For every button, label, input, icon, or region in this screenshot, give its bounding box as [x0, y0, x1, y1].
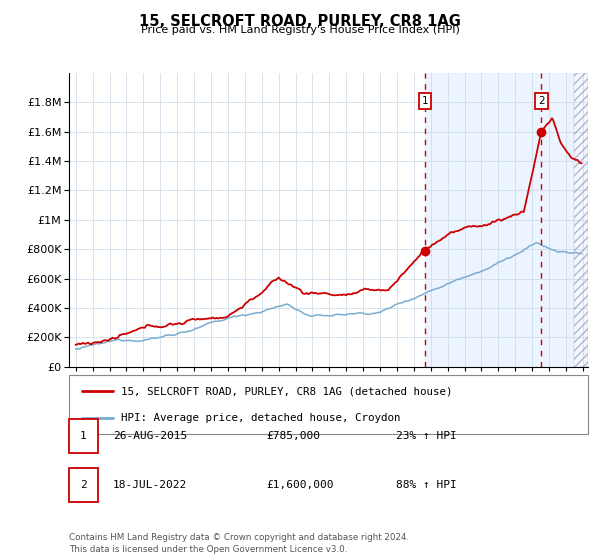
- Bar: [69, 468, 98, 502]
- Text: 15, SELCROFT ROAD, PURLEY, CR8 1AG: 15, SELCROFT ROAD, PURLEY, CR8 1AG: [139, 14, 461, 29]
- Text: HPI: Average price, detached house, Croydon: HPI: Average price, detached house, Croy…: [121, 413, 400, 423]
- Text: 18-JUL-2022: 18-JUL-2022: [113, 480, 187, 490]
- Text: Contains HM Land Registry data © Crown copyright and database right 2024.
This d: Contains HM Land Registry data © Crown c…: [69, 533, 409, 554]
- Text: 15, SELCROFT ROAD, PURLEY, CR8 1AG (detached house): 15, SELCROFT ROAD, PURLEY, CR8 1AG (deta…: [121, 386, 452, 396]
- Bar: [69, 419, 98, 453]
- Text: £785,000: £785,000: [266, 431, 320, 441]
- Bar: [574, 73, 588, 367]
- Text: Price paid vs. HM Land Registry's House Price Index (HPI): Price paid vs. HM Land Registry's House …: [140, 25, 460, 35]
- Text: 2: 2: [538, 96, 545, 106]
- Bar: [425, 73, 588, 367]
- Text: 88% ↑ HPI: 88% ↑ HPI: [396, 480, 457, 490]
- Text: £1,600,000: £1,600,000: [266, 480, 334, 490]
- Bar: [574, 73, 588, 367]
- Text: 26-AUG-2015: 26-AUG-2015: [113, 431, 187, 441]
- Text: 1: 1: [80, 431, 86, 441]
- Text: 2: 2: [80, 480, 86, 490]
- Text: 1: 1: [422, 96, 428, 106]
- Text: 23% ↑ HPI: 23% ↑ HPI: [396, 431, 457, 441]
